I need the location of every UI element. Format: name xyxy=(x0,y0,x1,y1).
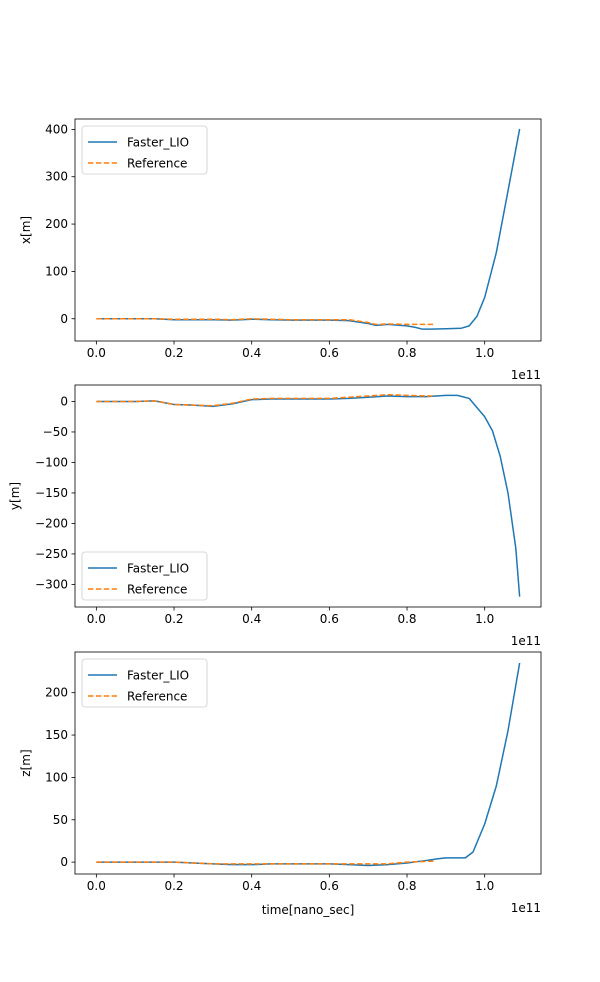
x-tick-label: 0.4 xyxy=(242,346,261,360)
y-axis-label: y[m] xyxy=(8,482,22,510)
x-tick-label: 0.2 xyxy=(164,879,183,893)
y-tick-label: −300 xyxy=(35,577,68,591)
x-tick-label: 0.2 xyxy=(164,346,183,360)
y-tick-label: −200 xyxy=(35,516,68,530)
x-tick-label: 0.8 xyxy=(397,346,416,360)
y-axis-label: x[m] xyxy=(19,216,33,244)
x-offset-label: 1e11 xyxy=(511,634,541,648)
legend-box xyxy=(81,551,208,601)
y-tick-label: 0 xyxy=(60,394,68,408)
axes-frame xyxy=(74,384,542,608)
x-tick-label: 0.4 xyxy=(242,879,261,893)
x-offset-label: 1e11 xyxy=(511,901,541,915)
legend-box xyxy=(81,125,208,175)
legend-box xyxy=(81,658,208,708)
x-tick-label: 0.4 xyxy=(242,612,261,626)
subplot-2: 0.0 0.2 0.4 0.6 0.8 1.0 0 −50 −100 −150 −200 −250 −3… xyxy=(8,384,542,648)
y-tick-label: 200 xyxy=(45,217,68,231)
y-tick-label: −150 xyxy=(35,486,68,500)
x-tick-label: 1.0 xyxy=(475,612,494,626)
x-tick-label: 0.6 xyxy=(320,879,339,893)
legend-label: Reference xyxy=(127,690,187,704)
x-tick-label: 1.0 xyxy=(475,879,494,893)
x-tick-label: 0.8 xyxy=(397,612,416,626)
y-tick-label: 100 xyxy=(45,264,68,278)
legend-label: Reference xyxy=(127,583,187,597)
series-line-reference xyxy=(96,860,435,865)
y-axis-label: z[m] xyxy=(19,749,33,776)
x-tick-label: 0.6 xyxy=(320,612,339,626)
series-line-faster-lio xyxy=(96,394,521,597)
x-tick-label: 0.0 xyxy=(87,346,106,360)
axes-frame xyxy=(74,651,542,875)
x-axis-label: time[nano_sec] xyxy=(262,903,355,917)
y-tick-label: 150 xyxy=(45,728,68,742)
x-offset-label: 1e11 xyxy=(511,368,541,382)
legend-label: Reference xyxy=(127,157,187,171)
y-tick-label: −250 xyxy=(35,547,68,561)
y-tick-label: 300 xyxy=(45,170,68,184)
y-tick-label: 0 xyxy=(60,855,68,869)
x-tick-label: 0.2 xyxy=(164,612,183,626)
series-line-reference xyxy=(96,318,435,326)
x-tick-label: 0.8 xyxy=(397,879,416,893)
y-tick-label: 50 xyxy=(53,813,68,827)
y-tick-label: 200 xyxy=(45,686,68,700)
y-tick-label: −50 xyxy=(43,425,68,439)
subplot-1: 0.0 0.2 0.4 0.6 0.8 1.0 0 100 200 300 400 1e11 x[m] F… xyxy=(19,118,542,382)
legend-label: Faster_LIO xyxy=(127,562,189,576)
legend: Faster_LIO Reference xyxy=(81,125,208,175)
y-tick-label: 0 xyxy=(60,312,68,326)
y-tick-label: 400 xyxy=(45,122,68,136)
x-tick-label: 1.0 xyxy=(475,346,494,360)
legend: Faster_LIO Reference xyxy=(81,551,208,601)
y-tick-label: −100 xyxy=(35,455,68,469)
x-tick-label: 0.0 xyxy=(87,879,106,893)
legend: Faster_LIO Reference xyxy=(81,658,208,708)
legend-label: Faster_LIO xyxy=(127,136,189,150)
series-line-reference xyxy=(96,394,435,407)
axes-frame xyxy=(74,118,542,342)
subplot-3: 0.0 0.2 0.4 0.6 0.8 1.0 0 50 100 150 200 1e11 z[m] ti… xyxy=(19,651,542,917)
x-tick-label: 0.6 xyxy=(320,346,339,360)
x-tick-label: 0.0 xyxy=(87,612,106,626)
legend-label: Faster_LIO xyxy=(127,669,189,683)
y-tick-label: 100 xyxy=(45,770,68,784)
